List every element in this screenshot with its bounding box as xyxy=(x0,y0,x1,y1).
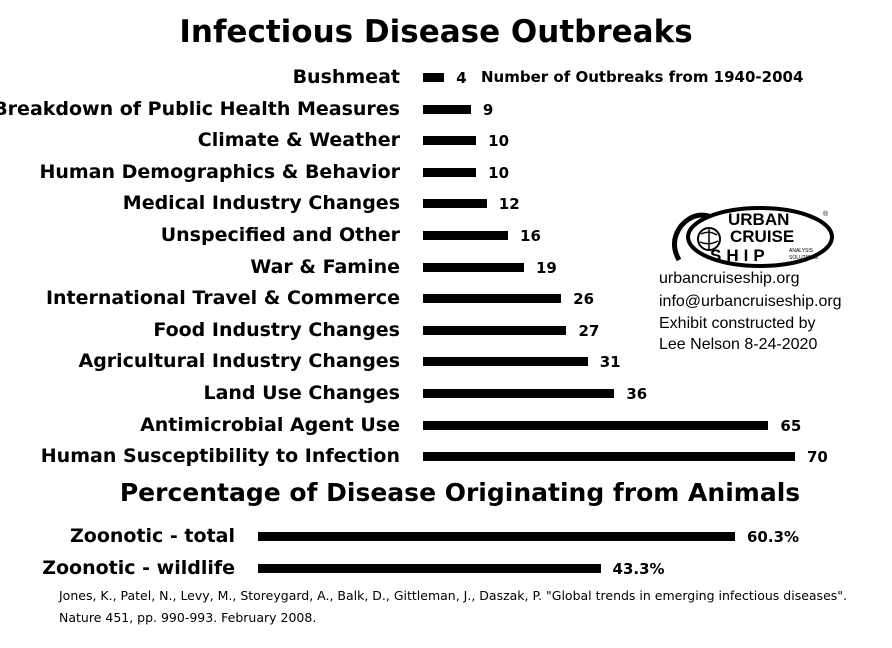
category-label-bushmeat: Bushmeat xyxy=(292,66,400,88)
logo-word-urban: URBAN xyxy=(728,210,789,229)
logo-tag-analysis: ANALYSIS xyxy=(789,248,814,254)
logo-word-cruise: CRUISE xyxy=(730,227,794,246)
zoonotic-chart-title: Percentage of Disease Originating from A… xyxy=(119,478,801,507)
category-label-breakdown-of-public-health-measures: Breakdown of Public Health Measures xyxy=(0,97,400,120)
category-label-international-travel-and-commerce: International Travel & Commerce xyxy=(45,287,400,310)
category-label-land-use-changes: Land Use Changes xyxy=(203,382,400,404)
value-label-zoonotic-wildlife: 43.3% xyxy=(612,560,665,578)
citation-line-2: Nature 451, pp. 990-993. February 2008. xyxy=(59,610,317,625)
value-label-antimicrobial-agent-use: 65 xyxy=(780,416,802,435)
category-label-zoonotic-wildlife: Zoonotic - wildlife xyxy=(42,557,235,579)
value-label-agricultural-industry-changes: 31 xyxy=(599,353,621,372)
value-label-international-travel-and-commerce: 26 xyxy=(573,290,595,309)
value-label-zoonotic-total: 60.3% xyxy=(747,528,800,546)
chart-title: Infectious Disease Outbreaks xyxy=(179,14,693,50)
globe-lines-icon xyxy=(699,228,719,250)
bar-antimicrobial-agent-use xyxy=(423,420,769,430)
value-label-land-use-changes: 36 xyxy=(626,385,648,403)
bar-bushmeat xyxy=(423,73,445,82)
value-label-breakdown-of-public-health-measures: 9 xyxy=(482,100,494,119)
bar-breakdown-of-public-health-measures xyxy=(423,104,471,114)
category-label-human-susceptibility-to-infection: Human Susceptibility to Infection xyxy=(40,445,400,468)
value-label-climate-and-weather: 10 xyxy=(488,132,510,151)
logo-ring xyxy=(686,206,834,268)
category-label-zoonotic-total: Zoonotic - total xyxy=(70,525,235,547)
bar-land-use-changes xyxy=(423,389,615,398)
logo-word-ship: SHIP xyxy=(710,246,770,265)
credit-line-1: Exhibit constructed by xyxy=(659,315,816,332)
bar-war-and-famine xyxy=(423,262,524,272)
citation-line-1: Jones, K., Patel, N., Levy, M., Storeyga… xyxy=(59,588,848,603)
bar-climate-and-weather xyxy=(423,136,477,146)
value-label-unspecified-and-other: 16 xyxy=(520,227,541,245)
value-label-bushmeat: 4 xyxy=(456,69,467,87)
category-label-unspecified-and-other: Unspecified and Other xyxy=(160,224,400,246)
s-swoosh-icon xyxy=(672,212,710,262)
contact-website: urbancruiseship.org xyxy=(659,270,800,287)
value-label-medical-industry-changes: 12 xyxy=(498,195,520,214)
category-label-food-industry-changes: Food Industry Changes xyxy=(153,318,400,341)
value-label-human-susceptibility-to-infection: 70 xyxy=(807,448,828,467)
bar-human-demographics-and-behavior xyxy=(423,167,477,177)
logo-tag-solutions: SOLUTIONS xyxy=(789,255,819,261)
outbreak-count-note: Number of Outbreaks from 1940-2004 xyxy=(481,68,804,86)
bar-unspecified-and-other xyxy=(423,231,509,240)
category-label-climate-and-weather: Climate & Weather xyxy=(197,129,400,152)
contact-email: info@urbancruiseship.org xyxy=(659,293,842,310)
bar-zoonotic-wildlife xyxy=(258,564,601,573)
category-label-war-and-famine: War & Famine xyxy=(250,255,400,278)
bar-agricultural-industry-changes xyxy=(423,357,588,367)
bar-medical-industry-changes xyxy=(423,199,487,209)
category-label-human-demographics-and-behavior: Human Demographics & Behavior xyxy=(39,160,400,183)
registered-mark: ® xyxy=(823,210,829,218)
bar-food-industry-changes xyxy=(423,325,567,335)
category-label-medical-industry-changes: Medical Industry Changes xyxy=(122,192,400,215)
value-label-war-and-famine: 19 xyxy=(535,258,557,277)
bar-zoonotic-total xyxy=(258,532,735,541)
bar-human-susceptibility-to-infection xyxy=(423,452,795,462)
credit-line-2: Lee Nelson 8-24-2020 xyxy=(659,336,818,353)
value-label-food-industry-changes: 27 xyxy=(578,321,600,340)
urban-cruise-ship-logo: URBAN CRUISE SHIP ANALYSIS SOLUTIONS ® xyxy=(672,206,834,268)
bar-international-travel-and-commerce xyxy=(423,294,562,304)
category-label-antimicrobial-agent-use: Antimicrobial Agent Use xyxy=(140,413,400,436)
category-label-agricultural-industry-changes: Agricultural Industry Changes xyxy=(78,350,400,373)
value-label-human-demographics-and-behavior: 10 xyxy=(488,163,510,182)
